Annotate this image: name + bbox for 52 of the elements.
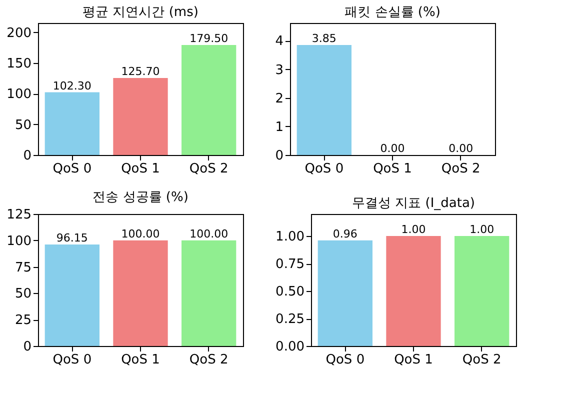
y-tick-label: 4 — [275, 34, 284, 50]
x-tick-label: QoS 0 — [52, 352, 92, 368]
data-label: 0.00 — [448, 142, 474, 155]
x-tick-label: QoS 1 — [373, 162, 412, 176]
chart-title: 평균 지연시간 (ms) — [82, 5, 198, 20]
y-tick-label: 0.00 — [276, 340, 304, 354]
data-label: 100.00 — [121, 227, 160, 240]
data-label: 0.96 — [332, 227, 358, 240]
y-tick-label: 50 — [14, 286, 32, 302]
x-tick-label: QoS 1 — [121, 162, 160, 176]
data-label: 102.30 — [52, 79, 92, 92]
data-label: 3.85 — [312, 32, 336, 45]
y-tick-label: 1 — [275, 120, 284, 135]
x-tick-label: QoS 2 — [462, 352, 502, 368]
data-label: 96.15 — [56, 231, 88, 244]
y-tick-label: 0.25 — [276, 312, 304, 327]
y-tick-label: 25 — [14, 313, 32, 328]
data-label: 1.00 — [401, 223, 426, 236]
y-tick-label: 0.50 — [276, 284, 304, 300]
y-tick-label: 50 — [14, 118, 32, 133]
x-tick-label: QoS 0 — [326, 352, 365, 368]
data-label: 1.00 — [470, 223, 494, 236]
x-tick-label: QoS 2 — [189, 352, 228, 368]
x-tick-label: QoS 2 — [189, 162, 228, 176]
x-tick-label: QoS 0 — [52, 162, 92, 176]
y-tick-label: 100 — [6, 234, 32, 249]
chart-title: 패킷 손실률 (%) — [344, 5, 440, 20]
chart-title: 무결성 지표 (I_data) — [352, 196, 476, 211]
y-tick-label: 0.75 — [276, 257, 304, 272]
data-label: 125.70 — [121, 64, 160, 78]
data-label: 100.00 — [190, 227, 228, 240]
y-tick-label: 0 — [275, 148, 284, 164]
y-tick-label: 3 — [275, 62, 284, 78]
bar — [113, 78, 168, 155]
y-tick-label: 1.00 — [276, 230, 304, 244]
y-tick-label: 2 — [275, 91, 284, 106]
y-tick-label: 150 — [6, 56, 32, 72]
bar — [44, 92, 100, 155]
x-tick-label: QoS 1 — [121, 352, 160, 368]
y-tick-label: 75 — [14, 260, 32, 276]
y-tick-label: 125 — [6, 208, 32, 222]
y-tick-label: 200 — [6, 26, 32, 41]
x-tick-label: QoS 1 — [394, 352, 433, 368]
x-tick-label: QoS 0 — [304, 162, 344, 176]
data-label: 179.50 — [190, 32, 228, 45]
x-tick-label: QoS 2 — [441, 162, 480, 176]
y-tick-label: 0 — [23, 340, 32, 354]
chart-title: 전송 성공률 (%) — [92, 190, 188, 205]
data-label: 0.00 — [380, 142, 405, 155]
y-tick-label: 100 — [6, 87, 32, 102]
y-tick-label: 0 — [23, 148, 32, 164]
bar — [182, 45, 236, 155]
